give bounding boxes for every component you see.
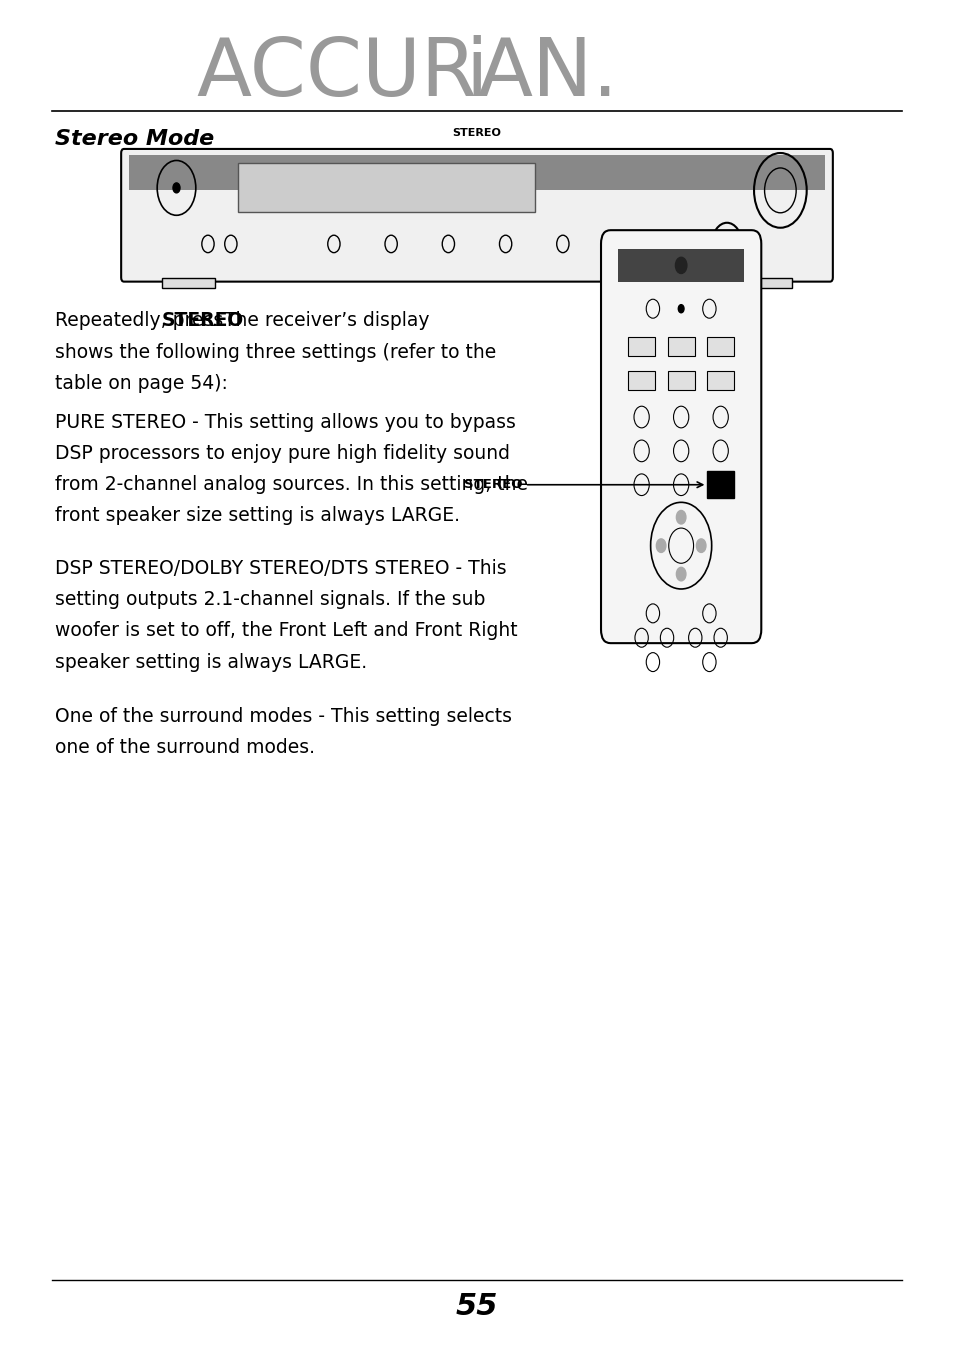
Circle shape — [675, 257, 686, 274]
Text: . The receiver’s display: . The receiver’s display — [212, 311, 429, 330]
Text: from 2-channel analog sources. In this setting, the: from 2-channel analog sources. In this s… — [55, 475, 528, 494]
Text: STEREO: STEREO — [464, 478, 522, 492]
Bar — [739, 278, 791, 288]
Circle shape — [696, 539, 705, 552]
Bar — [238, 162, 535, 211]
Text: STEREO: STEREO — [162, 311, 244, 330]
Text: DSP processors to enjoy pure high fidelity sound: DSP processors to enjoy pure high fideli… — [55, 444, 510, 463]
Circle shape — [676, 510, 685, 524]
Circle shape — [678, 305, 683, 313]
Text: shows the following three settings (refer to the: shows the following three settings (refe… — [55, 343, 497, 362]
Circle shape — [172, 183, 180, 192]
Bar — [706, 371, 733, 390]
Bar — [129, 156, 824, 191]
Bar — [628, 337, 655, 356]
Text: front speaker size setting is always LARGE.: front speaker size setting is always LAR… — [55, 506, 460, 525]
Text: woofer is set to off, the Front Left and Front Right: woofer is set to off, the Front Left and… — [55, 621, 517, 640]
Text: speaker setting is always LARGE.: speaker setting is always LARGE. — [55, 653, 367, 672]
Bar — [706, 337, 733, 356]
Text: Repeatedly, press: Repeatedly, press — [55, 311, 230, 330]
Text: PURE STEREO - This setting allows you to bypass: PURE STEREO - This setting allows you to… — [55, 413, 516, 432]
Text: one of the surround modes.: one of the surround modes. — [55, 738, 315, 757]
Text: ACCUR: ACCUR — [196, 35, 476, 114]
Circle shape — [656, 539, 665, 552]
Bar — [628, 371, 655, 390]
Text: table on page 54):: table on page 54): — [55, 374, 228, 393]
Bar — [162, 278, 214, 288]
Text: AN.: AN. — [476, 35, 618, 114]
Bar — [618, 249, 743, 282]
FancyBboxPatch shape — [121, 149, 832, 282]
Bar — [667, 337, 694, 356]
Bar — [667, 371, 694, 390]
FancyBboxPatch shape — [600, 230, 760, 643]
Text: i: i — [465, 35, 488, 114]
Text: 55: 55 — [456, 1292, 497, 1322]
Text: Stereo Mode: Stereo Mode — [55, 129, 214, 149]
Circle shape — [676, 567, 685, 581]
Text: One of the surround modes - This setting selects: One of the surround modes - This setting… — [55, 707, 512, 726]
Text: DSP STEREO/DOLBY STEREO/DTS STEREO - This: DSP STEREO/DOLBY STEREO/DTS STEREO - Thi… — [55, 559, 506, 578]
Bar — [706, 471, 733, 498]
Text: STEREO: STEREO — [452, 129, 501, 138]
Text: setting outputs 2.1-channel signals. If the sub: setting outputs 2.1-channel signals. If … — [55, 590, 485, 609]
